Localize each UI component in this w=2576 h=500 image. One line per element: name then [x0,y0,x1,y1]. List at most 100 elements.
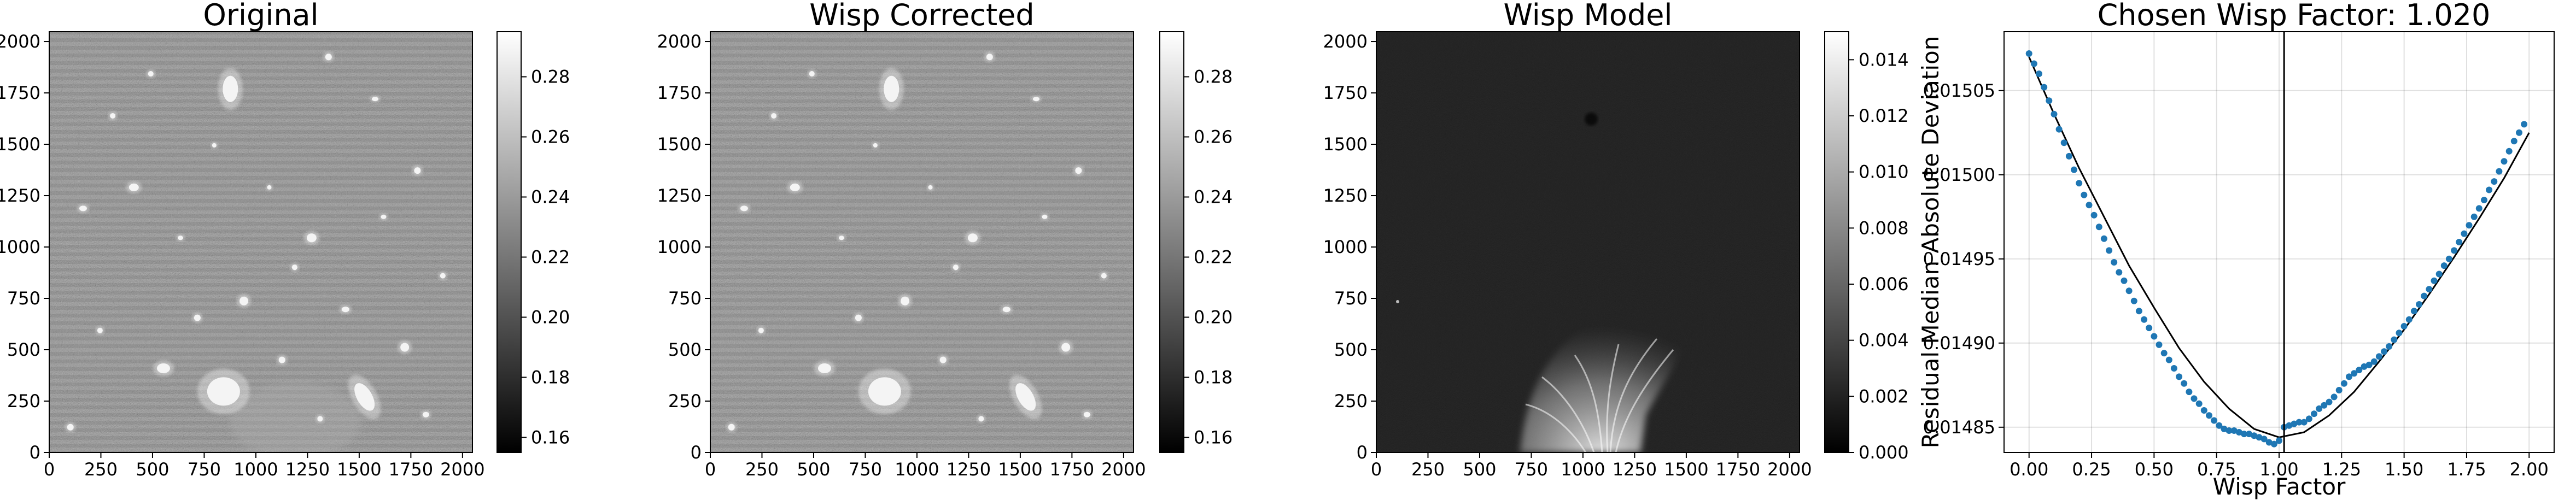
source [354,383,375,411]
source [809,71,815,77]
data-point [2326,398,2333,405]
sky-image [710,32,1134,452]
data-point [2125,287,2133,295]
x-tick-label: 250 [745,459,779,480]
data-point [2246,431,2253,438]
source [771,113,777,119]
x-tick-label: 2000 [440,459,484,480]
panel-title: Original [203,0,318,32]
axes-frame [1376,31,1800,453]
source [1002,307,1010,313]
source [212,143,217,148]
data-point [2386,343,2393,350]
y-tick-label: 0.01495 [1923,249,1995,269]
x-tick-label: 1750 [1050,459,1094,480]
source [873,143,878,148]
y-axis: 0.01485 0.01490 0.01495 0.01500 0.01505 [1923,80,2004,438]
x-tick-label: 500 [1463,459,1496,480]
data-point [2361,363,2368,370]
source [1015,383,1036,411]
x-tick-label: 1500 [1664,459,1708,480]
data-point [2466,222,2473,229]
x-tick-label: 0 [705,459,716,480]
source [148,71,154,77]
data-point [2311,410,2317,417]
x-tick-label: 500 [136,459,169,480]
data-point [2510,138,2517,145]
y-tick-label: 500 [668,339,702,360]
y-tick-label: 250 [7,391,40,411]
data-point [2381,348,2388,355]
colorbar-tick-label: 0.012 [1859,105,1909,126]
data-point [2335,387,2343,393]
source [177,236,183,240]
panel-title: Wisp Model [1504,0,1673,32]
x-tick-label: 0 [1371,459,1382,480]
panel-original: Original 0 250 500 750 1000 1250 1500 1750 2000 … [0,0,570,480]
wisp-filaments [1525,338,1674,452]
data-point [2141,316,2148,323]
y-tick-label: 750 [7,288,40,309]
x-tick-label: 0.50 [2135,459,2174,480]
data-point [2165,356,2172,363]
y-tick-label: 1500 [0,134,40,155]
source [223,75,238,102]
data-point [2496,168,2503,175]
data-point [2270,440,2277,448]
colorbar: 0.000 0.002 0.004 0.006 0.008 0.010 0.012 0.014 [1824,31,1909,463]
data-point [2200,407,2207,414]
x-tick-label: 250 [1411,459,1445,480]
x-axis: 0.00 0.25 0.50 0.75 1.00 1.25 1.50 1.75 2.00 [2010,452,2549,480]
data-point [2340,380,2347,387]
data-point [2036,70,2042,77]
colorbar-tick-label: 0.26 [1194,127,1232,148]
data-point [2260,436,2268,443]
y-tick-label: 500 [1334,339,1368,360]
x-tick-label: 750 [849,459,882,480]
y-tick-label: 2000 [657,31,702,52]
y-tick-label: 0 [30,442,40,463]
y-tick-label: 0 [691,442,702,463]
source [79,205,87,211]
data-point [2426,286,2433,293]
y-tick-label: 1250 [657,185,702,206]
colorbar-tick-label: 0.22 [1194,247,1232,268]
source [967,233,978,243]
source [1032,97,1039,102]
fit-curve-line [2028,56,2530,438]
data-point [2286,422,2293,429]
data-point [2391,336,2398,343]
y-tick-label: 1250 [1323,185,1368,206]
data-point [2071,166,2077,173]
sky-image [49,32,472,452]
source [855,314,862,321]
data-point [2396,330,2403,337]
y-tick-label: 2000 [1323,31,1368,52]
panel-wisp-corrected: Wisp Corrected 0 250 500 750 1000 1250 1500 175… [657,0,1233,480]
data-point [2095,223,2102,231]
x-tick-label: 2000 [1101,459,1146,480]
source [306,233,317,243]
source [1075,167,1082,174]
source [790,183,800,191]
data-point [2160,350,2168,357]
source [67,423,74,431]
bright-sources [65,51,447,433]
y-tick-label: 1750 [657,83,702,103]
source [97,327,103,333]
x-axis: 0 250 500 750 1000 1250 1500 1750 2000 [705,452,1146,480]
data-point [2086,202,2093,209]
data-point [2225,427,2233,434]
x-axis: 0 250 500 750 1000 1250 1500 1750 2000 [1371,452,1812,480]
data-point [2076,180,2083,187]
y-tick-label: 1000 [0,237,40,257]
grid [2004,32,2554,452]
data-point [2030,60,2037,67]
colorbar-tick-label: 0.22 [531,247,570,268]
data-point [2405,316,2413,323]
x-tick-label: 1750 [389,459,433,480]
x-axis-label: Wisp Factor [2213,473,2346,500]
source [928,185,933,190]
x-tick-label: 1000 [895,459,939,480]
source [939,356,947,363]
